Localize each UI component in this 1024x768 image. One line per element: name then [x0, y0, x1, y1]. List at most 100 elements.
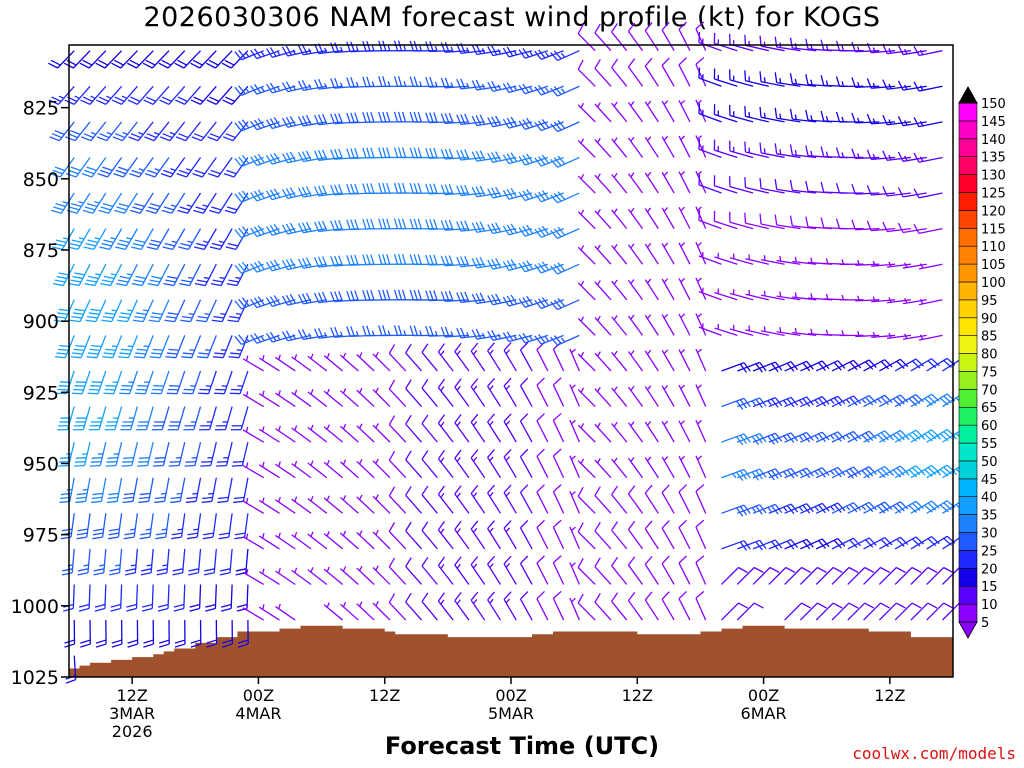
- wind-barb: [228, 335, 249, 359]
- wind-barb: [552, 484, 565, 514]
- wind-barb: [534, 84, 564, 96]
- colorbar-top-arrow: [958, 85, 978, 104]
- wind-barb: [550, 191, 580, 204]
- wind-barb: [851, 148, 880, 160]
- colorbar-segment: [958, 442, 978, 462]
- wind-barb: [627, 172, 644, 194]
- wind-barb: [388, 415, 407, 443]
- credit-link[interactable]: coolwx.com/models: [852, 744, 1016, 763]
- wind-barb: [141, 584, 154, 612]
- wind-barb: [661, 456, 675, 479]
- colorbar-segment: [958, 335, 978, 354]
- wind-barb: [126, 584, 139, 612]
- wind-barb: [120, 406, 139, 431]
- colorbar-segment: [958, 120, 978, 140]
- wind-barb: [784, 602, 812, 621]
- wind-barb: [242, 604, 265, 621]
- wind-barb: [627, 136, 644, 158]
- wind-barb: [291, 496, 312, 514]
- wind-barb: [729, 176, 754, 194]
- y-tick-label: 875: [23, 240, 59, 262]
- wind-barb: [678, 57, 691, 87]
- wind-barb: [594, 351, 612, 372]
- wind-barb: [90, 477, 107, 504]
- wind-barb: [93, 548, 107, 576]
- wind-barb: [118, 335, 139, 359]
- wind-barb: [744, 177, 769, 194]
- wind-barb: [266, 188, 296, 201]
- wind-barb: [839, 259, 864, 265]
- wind-barb: [736, 566, 764, 585]
- wind-barb: [109, 548, 123, 576]
- wind-barb: [291, 354, 312, 372]
- wind-barb: [128, 121, 154, 142]
- wind-barb: [835, 147, 864, 159]
- wind-barb: [502, 152, 533, 165]
- wind-barb: [577, 209, 596, 230]
- wind-barb: [281, 116, 312, 128]
- colorbar-segment: [958, 585, 978, 605]
- wind-barb: [752, 468, 783, 481]
- wind-barb: [143, 620, 155, 648]
- wind-barb: [297, 186, 327, 198]
- wind-barb: [144, 157, 170, 178]
- wind-barb: [695, 170, 707, 194]
- wind-barb: [594, 173, 612, 194]
- wind-barb: [307, 567, 328, 585]
- wind-barb: [871, 331, 896, 339]
- colorbar-label: 15: [981, 580, 998, 595]
- wind-barb: [169, 477, 186, 504]
- wind-barb: [879, 536, 909, 550]
- wind-barb: [550, 85, 580, 97]
- wind-barb: [678, 455, 691, 479]
- wind-barb: [275, 425, 296, 443]
- wind-barb: [487, 342, 502, 372]
- wind-barb: [552, 341, 565, 372]
- wind-barb: [409, 254, 438, 266]
- wind-barb: [661, 207, 675, 229]
- wind-barb: [372, 529, 391, 550]
- wind-barb: [138, 477, 154, 504]
- wind-barb: [644, 456, 659, 479]
- wind-barb: [388, 379, 407, 407]
- wind-barb: [189, 584, 202, 612]
- wind-barb: [815, 395, 846, 408]
- wind-barb: [698, 67, 722, 87]
- wind-barb: [760, 255, 785, 265]
- wind-barb: [236, 584, 249, 612]
- wind-barb: [855, 295, 880, 302]
- wind-barb: [678, 21, 691, 51]
- colorbar-label: 145: [981, 115, 1006, 130]
- wind-barb: [611, 457, 628, 479]
- wind-barb: [281, 222, 312, 235]
- wind-barb: [372, 601, 391, 621]
- wind-barb: [774, 214, 801, 230]
- wind-barb: [800, 502, 830, 514]
- wind-barb: [835, 218, 864, 230]
- wind-barb: [323, 566, 344, 585]
- wind-barb: [644, 207, 659, 229]
- wind-barb: [863, 566, 891, 585]
- wind-barb: [569, 419, 581, 443]
- wind-barb: [729, 211, 754, 230]
- wind-barb: [910, 536, 940, 550]
- wind-barb: [437, 592, 454, 621]
- wind-barb: [627, 279, 644, 301]
- wind-barb: [456, 220, 485, 232]
- wind-barb: [242, 462, 265, 479]
- wind-barb: [160, 157, 186, 178]
- wind-barb: [577, 593, 596, 621]
- wind-barb: [440, 41, 469, 53]
- wind-barb: [744, 34, 769, 52]
- colorbar-segment: [958, 317, 978, 336]
- wind-barb: [221, 50, 249, 69]
- wind-barb: [661, 242, 675, 265]
- wind-barb: [193, 192, 217, 214]
- wind-barb: [744, 105, 769, 123]
- wind-barb: [388, 522, 407, 550]
- wind-barb: [550, 120, 580, 133]
- wind-barb: [69, 299, 91, 323]
- wind-barb: [242, 426, 265, 443]
- wind-barb: [191, 121, 217, 142]
- wind-barb: [536, 519, 549, 550]
